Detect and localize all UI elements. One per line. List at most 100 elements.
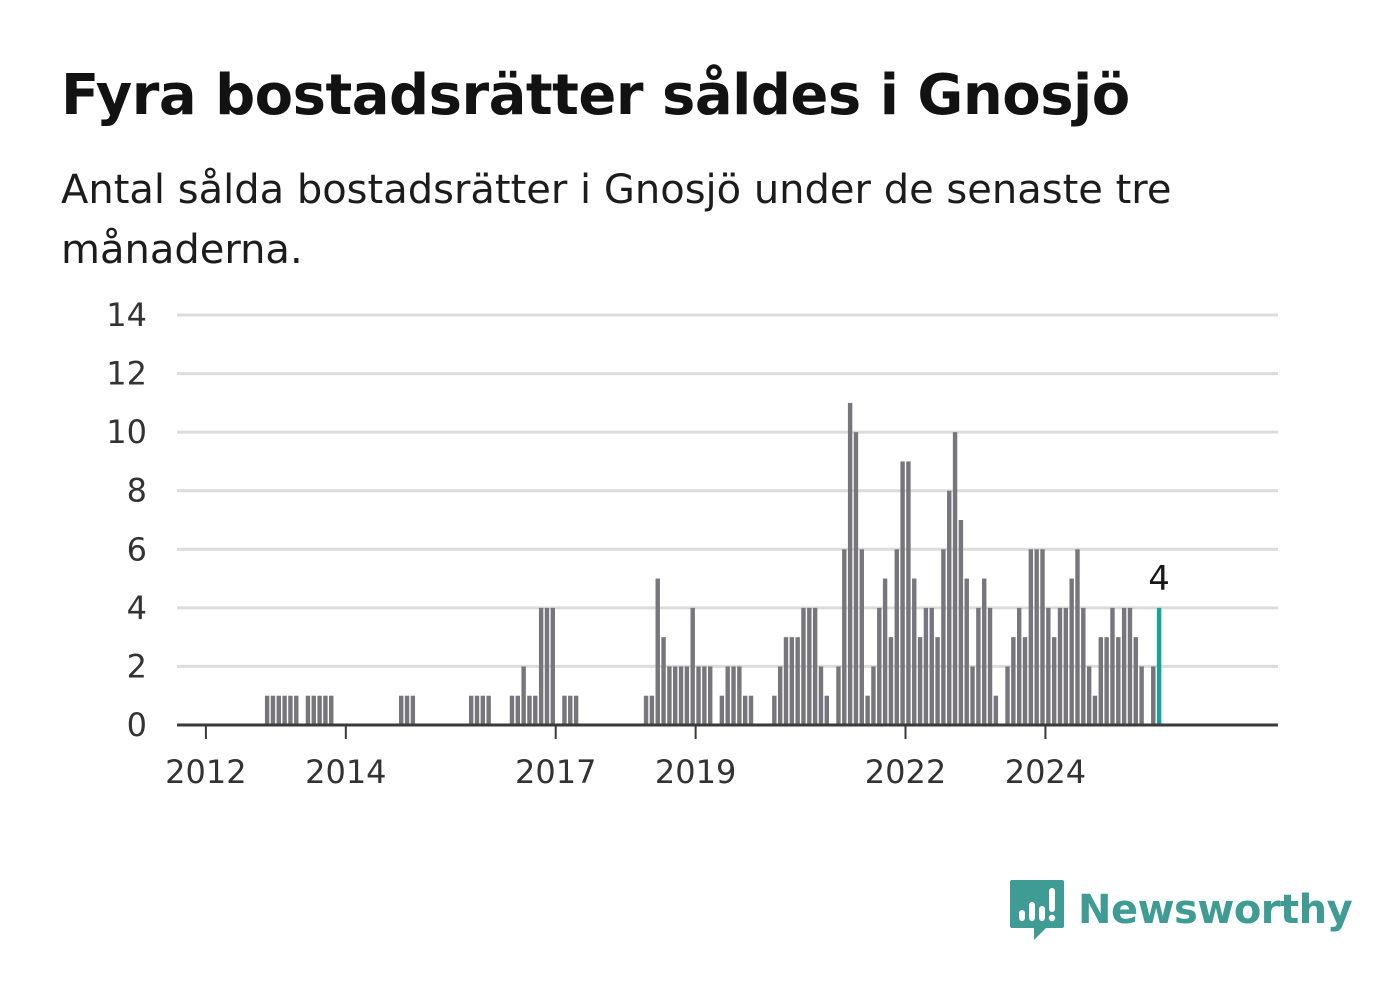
- bar: [772, 695, 777, 725]
- bar: [842, 549, 847, 725]
- bar: [952, 432, 958, 725]
- bar: [719, 695, 725, 725]
- bar: [958, 520, 964, 725]
- bar: [737, 666, 742, 725]
- x-tick-label: 2014: [305, 753, 386, 791]
- bar: [399, 695, 404, 725]
- bar: [941, 549, 946, 725]
- bar: [987, 607, 993, 725]
- bar: [533, 695, 538, 725]
- bar: [1116, 637, 1121, 725]
- bar: [515, 695, 521, 725]
- brand-name: Newsworthy: [1078, 887, 1353, 933]
- bar: [1016, 607, 1022, 725]
- bar: [1098, 637, 1104, 725]
- bar: [976, 607, 981, 725]
- bar: [923, 607, 929, 725]
- bar: [1069, 578, 1074, 725]
- newsworthy-logo[interactable]: Newsworthy: [1010, 878, 1353, 942]
- bar: [1104, 637, 1109, 725]
- bar: [294, 695, 299, 725]
- bar: [684, 666, 690, 725]
- bar: [982, 578, 987, 725]
- bar: [906, 461, 911, 725]
- bar: [708, 666, 713, 725]
- chart-title: Fyra bostadsrätter såldes i Gnosjö: [61, 63, 1130, 128]
- x-tick-label: 2022: [865, 753, 946, 791]
- bar: [573, 695, 579, 725]
- bar: [777, 666, 783, 725]
- bar: [783, 637, 789, 725]
- labels: 0 2 4 6 8 10 12 14 4 2012 2014 2017 2019 2022 2024: [106, 296, 1170, 791]
- bar: [538, 607, 544, 725]
- bar-latest: [1156, 607, 1162, 725]
- chart-subtitle: Antal sålda bostadsrätter i Gnosjö under…: [61, 167, 1172, 273]
- bar: [964, 578, 969, 725]
- bar: [742, 695, 748, 725]
- bar: [264, 695, 270, 725]
- bar: [550, 607, 555, 725]
- bar: [912, 578, 917, 725]
- bar: [404, 695, 410, 725]
- bar: [1005, 666, 1010, 725]
- bar: [1092, 695, 1098, 725]
- bar: [329, 695, 334, 725]
- bar: [317, 695, 322, 725]
- bar: [789, 637, 795, 725]
- y-tick-label: 0: [127, 706, 147, 744]
- bar: [323, 695, 328, 725]
- bar: [643, 695, 649, 725]
- bar: [1121, 607, 1127, 725]
- bar: [562, 695, 567, 725]
- bar: [1046, 607, 1051, 725]
- bar: [1133, 637, 1138, 725]
- bar: [859, 549, 864, 725]
- bar: [690, 607, 695, 725]
- bar-chart: 0 2 4 6 8 10 12 14 4 2012 2014 2017 2019 2022 2024: [106, 296, 1278, 791]
- bar: [311, 695, 316, 725]
- bar: [568, 695, 573, 725]
- x-tick-label: 2024: [1005, 753, 1086, 791]
- bar: [748, 695, 754, 725]
- bar: [521, 666, 526, 725]
- bar: [894, 549, 899, 725]
- latest-value-label: 4: [1148, 559, 1170, 599]
- bar: [1127, 607, 1133, 725]
- y-tick-label: 2: [127, 647, 147, 685]
- x-axis: [177, 723, 1278, 739]
- bar: [270, 695, 276, 725]
- bar: [1151, 666, 1156, 725]
- bar: [1040, 549, 1045, 725]
- bar: [1063, 607, 1069, 725]
- bar: [824, 695, 829, 725]
- bar: [288, 695, 293, 725]
- bar: [678, 666, 684, 725]
- x-tick-label: 2017: [515, 753, 596, 791]
- bar: [667, 666, 672, 725]
- bar: [847, 402, 853, 725]
- bar: [807, 607, 812, 725]
- bar: [947, 490, 952, 725]
- bar: [795, 637, 800, 725]
- bar: [801, 607, 806, 725]
- bar: [1075, 549, 1080, 725]
- bar: [276, 695, 281, 725]
- bar: [673, 666, 678, 725]
- bar: [865, 695, 870, 725]
- bar: [1081, 607, 1086, 725]
- bar: [836, 666, 841, 725]
- bar: [731, 666, 736, 725]
- y-tick-label: 6: [127, 530, 147, 568]
- y-tick-label: 10: [106, 413, 147, 451]
- bar: [818, 666, 824, 725]
- bar: [1139, 666, 1144, 725]
- bar: [970, 666, 975, 725]
- bar: [812, 607, 818, 725]
- bar: [305, 695, 311, 725]
- bar: [900, 461, 905, 725]
- bar: [486, 695, 491, 725]
- bars: [264, 402, 1162, 725]
- bar: [1086, 666, 1092, 725]
- bar: [853, 432, 859, 725]
- bar: [696, 666, 701, 725]
